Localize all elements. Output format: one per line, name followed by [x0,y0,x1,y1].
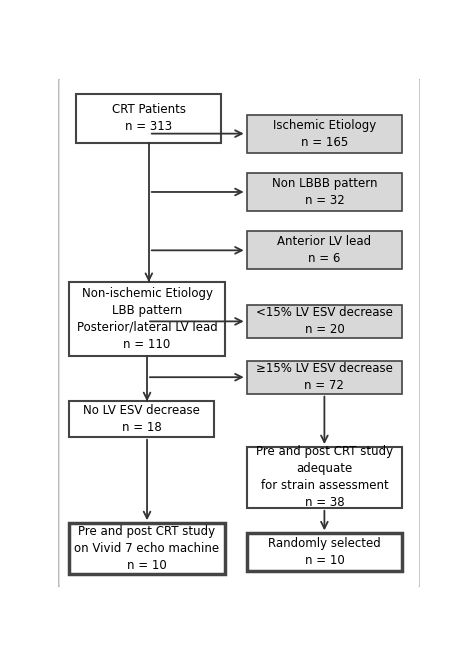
FancyBboxPatch shape [247,447,402,508]
FancyBboxPatch shape [77,94,221,142]
FancyBboxPatch shape [247,115,402,153]
Text: Pre and post CRT study
adequate
for strain assessment
n = 38: Pre and post CRT study adequate for stra… [256,445,393,509]
FancyBboxPatch shape [247,305,402,338]
Text: ≥15% LV ESV decrease
n = 72: ≥15% LV ESV decrease n = 72 [256,362,393,392]
FancyBboxPatch shape [69,282,225,356]
Text: Pre and post CRT study
on Vivid 7 echo machine
n = 10: Pre and post CRT study on Vivid 7 echo m… [74,525,219,572]
Text: Ischemic Etiology
n = 165: Ischemic Etiology n = 165 [273,119,376,149]
Text: No LV ESV decrease
n = 18: No LV ESV decrease n = 18 [83,404,200,434]
Text: Non LBBB pattern
n = 32: Non LBBB pattern n = 32 [272,177,377,207]
Text: Anterior LV lead
n = 6: Anterior LV lead n = 6 [277,235,371,266]
FancyBboxPatch shape [69,401,214,437]
FancyBboxPatch shape [247,231,402,270]
FancyBboxPatch shape [247,360,402,393]
FancyBboxPatch shape [247,533,402,571]
Text: <15% LV ESV decrease
n = 20: <15% LV ESV decrease n = 20 [256,306,393,336]
Text: Non-ischemic Etiology
LBB pattern
Posterior/lateral LV lead
n = 110: Non-ischemic Etiology LBB pattern Poster… [77,287,218,351]
Text: CRT Patients
n = 313: CRT Patients n = 313 [112,103,186,133]
FancyBboxPatch shape [69,523,225,574]
Text: Randomly selected
n = 10: Randomly selected n = 10 [268,537,381,567]
FancyBboxPatch shape [247,173,402,211]
FancyBboxPatch shape [58,76,420,589]
